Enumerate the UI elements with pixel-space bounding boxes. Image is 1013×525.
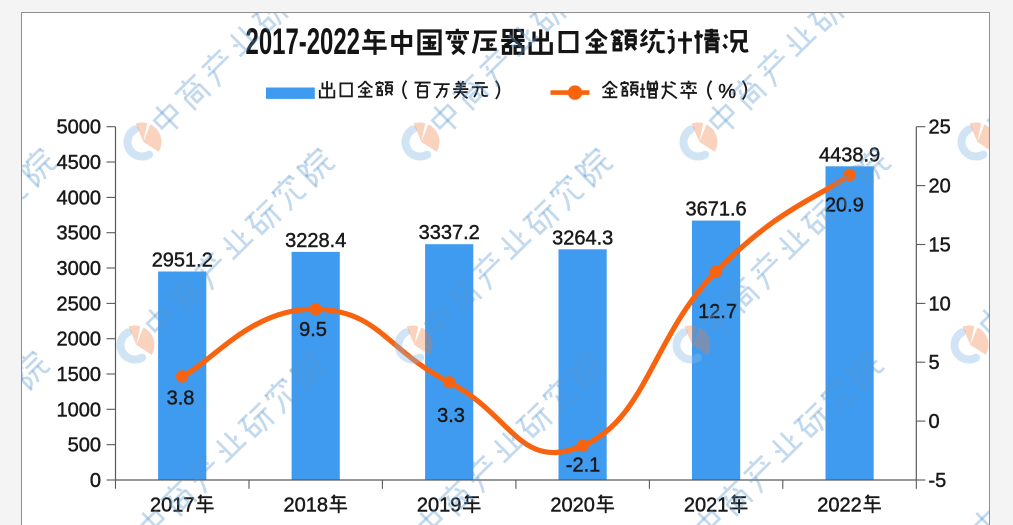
svg-text:2021: 2021	[684, 495, 729, 517]
svg-text:%: %	[718, 81, 736, 103]
svg-text:2017-2022: 2017-2022	[246, 20, 361, 62]
svg-text:25: 25	[929, 117, 951, 139]
svg-text:500: 500	[68, 435, 101, 457]
svg-text:3000: 3000	[57, 258, 102, 280]
svg-text:5000: 5000	[57, 117, 102, 139]
svg-text:2022: 2022	[817, 495, 862, 517]
svg-text:1000: 1000	[57, 399, 102, 421]
svg-text:-2.1: -2.1	[566, 454, 600, 476]
svg-text:3.3: 3.3	[437, 405, 465, 427]
svg-text:15: 15	[929, 235, 951, 257]
svg-text:0: 0	[90, 470, 101, 492]
svg-text:5: 5	[929, 352, 940, 374]
svg-text:3264.3: 3264.3	[552, 227, 613, 249]
svg-text:3.8: 3.8	[167, 387, 195, 409]
svg-text:2000: 2000	[57, 329, 102, 351]
svg-text:2019: 2019	[417, 495, 462, 517]
svg-text:1500: 1500	[57, 364, 102, 386]
svg-text:-5: -5	[929, 470, 947, 492]
svg-text:4500: 4500	[57, 152, 102, 174]
svg-text:3337.2: 3337.2	[419, 222, 480, 244]
svg-text:12.7: 12.7	[698, 301, 737, 323]
svg-text:0: 0	[929, 411, 940, 433]
svg-text:20.9: 20.9	[825, 195, 864, 217]
svg-text:2018: 2018	[284, 495, 329, 517]
svg-text:3671.6: 3671.6	[686, 199, 747, 221]
svg-text:2951.2: 2951.2	[152, 250, 213, 272]
svg-text:3228.4: 3228.4	[285, 230, 346, 252]
svg-text:3500: 3500	[57, 223, 102, 245]
svg-text:2500: 2500	[57, 293, 102, 315]
svg-text:9.5: 9.5	[299, 319, 327, 341]
svg-text:4000: 4000	[57, 187, 102, 209]
svg-text:2020: 2020	[550, 495, 595, 517]
svg-text:20: 20	[929, 176, 951, 198]
svg-text:4438.9: 4438.9	[819, 144, 880, 166]
svg-text:10: 10	[929, 293, 951, 315]
